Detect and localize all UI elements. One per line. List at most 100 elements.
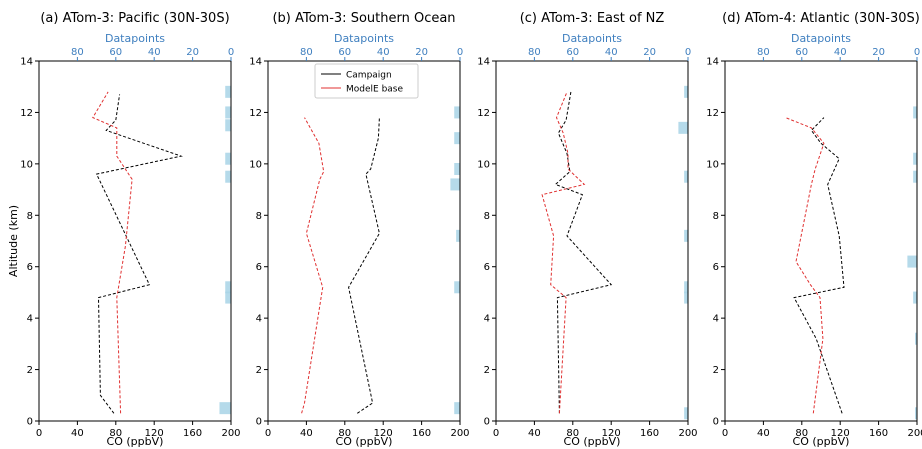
chart-3-top-axis-label: Datapoints	[791, 32, 851, 45]
chart-3-top-tick-label-4: 0	[914, 47, 920, 58]
chart-0-x-tick-label-0: 0	[36, 428, 42, 439]
chart-2-top-tick-label-2: 40	[605, 47, 618, 58]
chart-2-y-tick-label-5: 10	[477, 159, 490, 170]
chart-1-y-tick-label-2: 4	[256, 314, 262, 325]
chart-0-y-tick-label-1: 2	[27, 365, 33, 376]
chart-0-y-tick-label-6: 12	[20, 108, 33, 119]
chart-0-x-tick-label-2: 80	[109, 428, 122, 439]
chart-0-series-0-line	[95, 94, 183, 414]
chart-0-datapoint-bar-3	[225, 170, 231, 183]
chart-2-y-tick-label-1: 2	[484, 365, 490, 376]
chart-1-x-tick-label-2: 80	[338, 428, 351, 439]
chart-0-datapoint-bar-0	[219, 402, 231, 415]
chart-2-title: (c) ATom-3: East of NZ	[520, 11, 665, 26]
chart-0-x-axis-label: CO (ppbV)	[107, 435, 164, 448]
chart-1-x-tick-label-5: 200	[450, 428, 469, 439]
chart-2-datapoint-bar-3	[684, 229, 688, 242]
chart-0-x-tick-label-1: 40	[71, 428, 84, 439]
chart-2-x-tick-label-4: 160	[640, 428, 659, 439]
chart-1-x-axis-label: CO (ppbV)	[336, 435, 393, 448]
chart-2-x-tick-label-2: 80	[566, 428, 579, 439]
chart-3-series-1-line	[785, 117, 825, 414]
chart-2-y-tick-label-3: 6	[484, 262, 490, 273]
chart-1-y-tick-label-7: 14	[249, 57, 262, 68]
chart-3-top-tick-label-3: 20	[872, 47, 885, 58]
chart-3-x-axis-label: CO (ppbV)	[793, 435, 850, 448]
chart-1-datapoint-bar-0	[454, 402, 460, 415]
chart-1-top-tick-label-1: 60	[338, 47, 351, 58]
chart-1-y-tick-label-0: 0	[256, 417, 262, 428]
chart-0-datapoint-bar-5	[225, 119, 231, 132]
chart-3-title: (d) ATom-4: Atlantic (30N-30S)	[722, 11, 920, 26]
chart-0-y-tick-label-5: 10	[20, 159, 33, 170]
chart-3-y-tick-label-3: 6	[713, 262, 719, 273]
chart-3-y-tick-label-7: 14	[706, 57, 719, 68]
chart-0-y-tick-label-0: 0	[27, 417, 33, 428]
chart-1-x-tick-label-1: 40	[300, 428, 313, 439]
chart-0-y-axis-label: Altitude (km)	[7, 205, 20, 277]
chart-0-y-tick-label-2: 4	[27, 314, 33, 325]
chart-0-top-tick-label-3: 20	[186, 47, 199, 58]
chart-0-x-tick-label-5: 200	[221, 428, 240, 439]
chart-2-datapoint-bar-2	[684, 281, 688, 294]
chart-1-frame	[267, 60, 461, 422]
chart-2-y-tick-label-6: 12	[477, 108, 490, 119]
chart-3-y-tick-label-2: 4	[713, 314, 719, 325]
chart-3-datapoint-bar-3	[907, 255, 917, 268]
chart-2-datapoint-bar-1	[684, 291, 688, 304]
chart-0-series-1-line	[92, 91, 133, 414]
chart-2-top-axis-label: Datapoints	[562, 32, 622, 45]
chart-1-datapoint-bar-1	[454, 281, 460, 294]
chart-3-top-tick-label-2: 40	[834, 47, 847, 58]
chart-0-datapoint-bar-2	[225, 281, 231, 294]
chart-1-series-0-line	[348, 117, 380, 414]
chart-0-datapoint-bar-1	[225, 291, 231, 304]
chart-2-x-tick-label-1: 40	[528, 428, 541, 439]
chart-0-title: (a) ATom-3: Pacific (30N-30S)	[40, 11, 229, 26]
chart-0-datapoint-bar-6	[225, 106, 231, 119]
chart-3-y-tick-label-5: 10	[706, 159, 719, 170]
chart-1-datapoint-bar-2	[456, 229, 460, 242]
chart-3-datapoint-bar-5	[913, 152, 917, 165]
chart-1-title: (b) ATom-3: Southern Ocean	[272, 11, 455, 26]
chart-1-datapoint-bar-3	[450, 178, 460, 191]
chart-1-datapoint-bar-6	[454, 106, 460, 119]
chart-3-y-tick-label-1: 2	[713, 365, 719, 376]
chart-2-datapoint-bar-0	[684, 407, 688, 420]
chart-3-x-tick-label-2: 80	[795, 428, 808, 439]
chart-3-y-tick-label-6: 12	[706, 108, 719, 119]
chart-3-y-tick-label-4: 8	[713, 211, 719, 222]
chart-1-series-1-line	[301, 117, 325, 414]
chart-0-x-tick-label-3: 120	[145, 428, 164, 439]
chart-2-y-tick-label-4: 8	[484, 211, 490, 222]
chart-1-y-tick-label-3: 6	[256, 262, 262, 273]
chart-3-datapoint-bar-1	[915, 332, 917, 345]
chart-3-x-tick-label-0: 0	[722, 428, 728, 439]
chart-0-top-axis-label: Datapoints	[105, 32, 165, 45]
chart-1-top-tick-label-3: 20	[415, 47, 428, 58]
chart-2-x-tick-label-3: 120	[602, 428, 621, 439]
chart-2-y-tick-label-0: 0	[484, 417, 490, 428]
chart-0-y-tick-label-7: 14	[20, 57, 33, 68]
chart-2-top-tick-label-0: 80	[528, 47, 541, 58]
chart-3-x-tick-label-5: 200	[907, 428, 922, 439]
chart-2-datapoint-bar-6	[684, 85, 688, 98]
chart-1-y-tick-label-6: 12	[249, 108, 262, 119]
chart-1-datapoint-bar-4	[454, 163, 460, 175]
chart-3-series-0-line	[793, 117, 845, 414]
chart-2-datapoint-bar-5	[678, 121, 688, 134]
chart-0-frame	[38, 60, 232, 422]
chart-1-legend-label-0: Campaign	[346, 71, 392, 81]
chart-3-frame	[724, 60, 918, 422]
chart-3-datapoint-bar-6	[913, 106, 917, 119]
chart-1-top-tick-label-2: 40	[377, 47, 390, 58]
chart-1-x-tick-label-4: 160	[412, 428, 431, 439]
chart-3-x-tick-label-1: 40	[757, 428, 770, 439]
chart-0-top-tick-label-4: 0	[228, 47, 234, 58]
chart-3-x-tick-label-3: 120	[831, 428, 850, 439]
chart-0-datapoint-bar-7	[225, 85, 231, 98]
chart-2-x-axis-label: CO (ppbV)	[564, 435, 621, 448]
